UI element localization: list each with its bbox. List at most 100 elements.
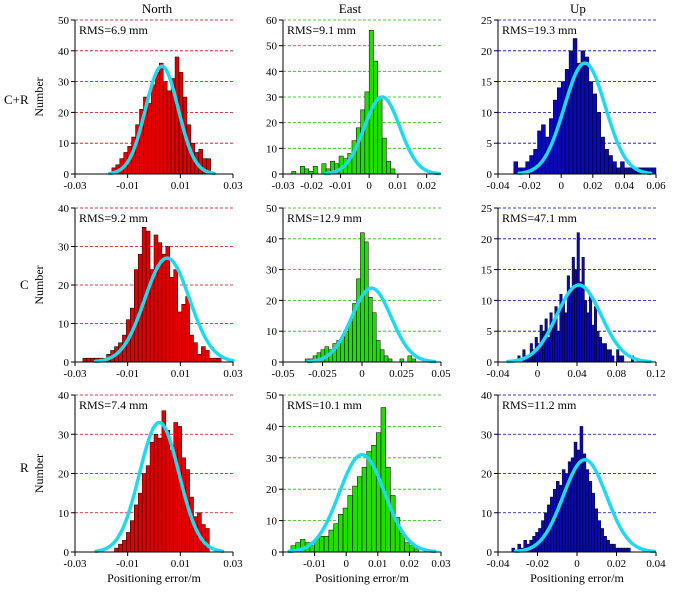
- histogram-bar: [596, 112, 601, 175]
- histogram-bar: [606, 349, 610, 363]
- y-tick-label: 20: [58, 280, 70, 292]
- y-tick-label: 20: [481, 234, 493, 246]
- histogram-bar: [557, 330, 560, 363]
- histogram-bar: [560, 81, 566, 175]
- histogram-bar: [375, 340, 381, 363]
- column-title-up: Up: [570, 1, 586, 16]
- histogram-bar: [621, 547, 625, 553]
- histogram-bar: [333, 523, 339, 553]
- histogram-bar: [368, 30, 374, 175]
- histogram-bar: [584, 300, 588, 363]
- histogram-bar: [166, 90, 172, 175]
- y-axis-label: Number: [32, 454, 46, 493]
- histogram-bar: [564, 312, 568, 363]
- histogram-bar: [209, 357, 214, 363]
- histogram-bar: [86, 357, 92, 363]
- y-tick-label: 40: [58, 46, 70, 58]
- y-tick-label: 0: [64, 169, 70, 181]
- histogram-bar: [574, 269, 578, 363]
- y-tick-label: 0: [272, 357, 278, 369]
- y-tick-label: 10: [481, 508, 493, 520]
- histogram-bar: [600, 528, 604, 553]
- histogram-bar: [364, 91, 370, 175]
- histogram-bar: [618, 547, 622, 553]
- x-tick-label: -0.025: [308, 368, 337, 380]
- y-tick-label: 10: [266, 326, 278, 338]
- y-tick-label: 50: [266, 41, 278, 53]
- histogram-bar: [608, 349, 612, 363]
- histogram-bar: [344, 330, 349, 363]
- histogram-bar: [328, 529, 334, 553]
- y-tick-label: 50: [58, 15, 70, 27]
- histogram-bar: [594, 306, 597, 363]
- histogram-bar: [364, 241, 369, 363]
- histogram-bar: [601, 343, 605, 363]
- histogram-bar: [568, 50, 574, 175]
- gaussian-fit-line: [93, 256, 235, 364]
- x-tick-label: 0.12: [646, 368, 665, 380]
- x-tick-label: -0.01: [329, 180, 352, 192]
- y-tick-label: 40: [481, 390, 493, 402]
- x-tick-label: -0.02: [526, 558, 549, 570]
- panel-c-east: 0 10 20 30 40 50 -0.05 -0.025 0 0.025 0.05 RMS=12.9…: [266, 203, 451, 380]
- histogram-bar: [130, 520, 135, 553]
- histogram-bar: [360, 109, 366, 175]
- y-tick-label: 0: [487, 547, 493, 559]
- x-tick-label: -0.04: [487, 180, 510, 192]
- histogram-bar: [368, 297, 373, 363]
- column-titles: North East Up: [142, 1, 586, 16]
- y-tick-label: 10: [481, 107, 493, 119]
- histogram-bar: [118, 543, 123, 553]
- histogram-bar: [361, 466, 367, 553]
- histogram-bar: [582, 453, 587, 553]
- y-tick-label: 0: [64, 547, 70, 559]
- x-tick-label: 0.03: [431, 558, 451, 570]
- histogram-bar: [588, 481, 593, 553]
- histogram-bar: [569, 287, 573, 363]
- x-tick-label: 0.01: [171, 180, 190, 192]
- histogram-bar: [651, 167, 657, 175]
- histogram-bar: [319, 536, 325, 553]
- histogram-bar: [126, 532, 131, 553]
- histogram-bar: [151, 84, 156, 175]
- histogram-bar: [82, 357, 88, 363]
- x-tick-label: -0.03: [64, 180, 87, 192]
- gaussian-fit-line: [306, 286, 437, 364]
- column-title-east: East: [339, 1, 362, 16]
- histogram-bar: [589, 293, 593, 363]
- histogram-bar: [177, 426, 182, 553]
- histogram-bar: [383, 355, 389, 363]
- histogram-bar: [624, 547, 628, 553]
- histogram-bar: [603, 536, 607, 553]
- rms-label: RMS=12.9 mm: [287, 211, 362, 225]
- histogram-bar: [616, 167, 621, 175]
- y-tick-label: 20: [58, 107, 70, 119]
- histogram-bar: [608, 155, 613, 175]
- histogram-bar: [309, 545, 315, 553]
- row-label-r: R: [20, 460, 29, 475]
- histogram-bar: [609, 543, 613, 553]
- histogram-bar: [193, 342, 198, 363]
- histogram-bar: [541, 124, 546, 175]
- histogram-bar: [627, 547, 631, 553]
- x-tick-label: 0.04: [646, 558, 666, 570]
- y-tick-label: 20: [266, 295, 278, 307]
- histogram-bar: [390, 168, 396, 175]
- histogram-bar: [615, 547, 619, 553]
- x-tick-label: -0.02: [518, 180, 541, 192]
- histogram-bar: [342, 507, 349, 553]
- y-tick-label: 40: [58, 203, 70, 215]
- histogram-bar: [323, 536, 330, 553]
- y-tick-label: 5: [487, 138, 493, 150]
- histogram-bar: [547, 337, 551, 363]
- histogram-bar: [189, 334, 194, 363]
- x-tick-label: 0.03: [223, 368, 243, 380]
- histogram-bar: [185, 296, 190, 363]
- histogram-bar: [618, 355, 622, 363]
- histogram-bar: [147, 102, 152, 175]
- histogram-bar: [159, 62, 164, 175]
- rms-label: RMS=10.1 mm: [287, 398, 362, 412]
- x-tick-label: 0: [558, 180, 564, 192]
- y-axis-label: Number: [32, 77, 46, 116]
